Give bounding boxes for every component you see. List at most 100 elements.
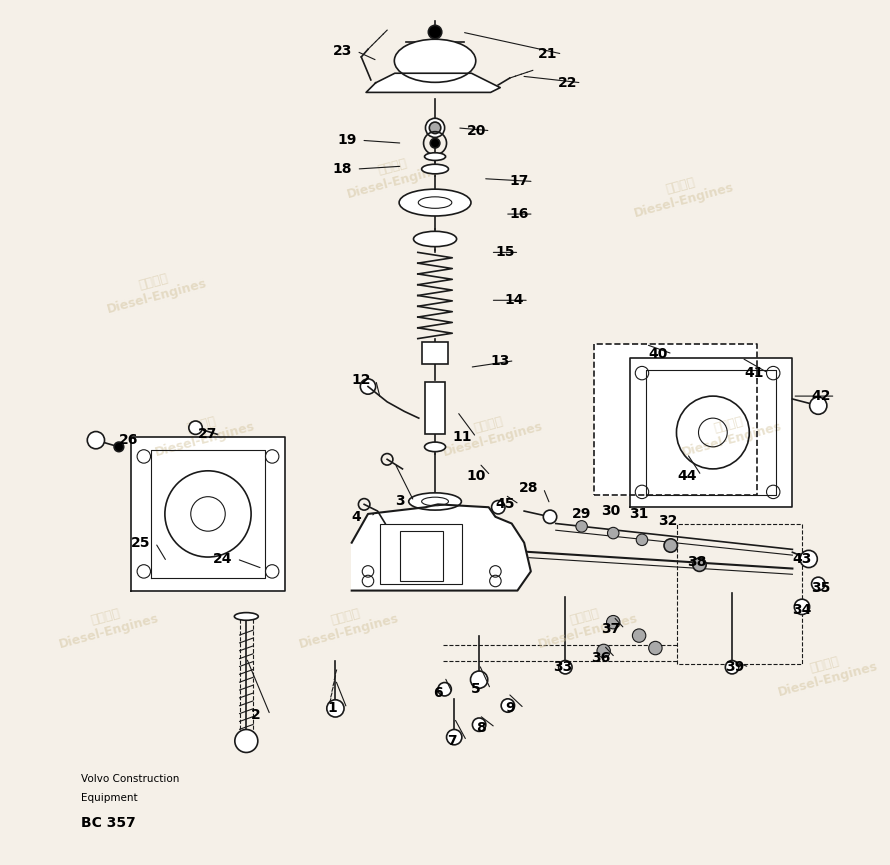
Text: 柴发动力
Diesel-Engines: 柴发动力 Diesel-Engines [773, 645, 879, 699]
Text: 柴发动力
Diesel-Engines: 柴发动力 Diesel-Engines [437, 406, 544, 459]
Text: 13: 13 [490, 354, 510, 368]
Circle shape [114, 442, 124, 452]
Text: 1: 1 [328, 702, 337, 715]
Circle shape [800, 550, 817, 567]
Text: Volvo Construction: Volvo Construction [81, 774, 179, 785]
Ellipse shape [394, 39, 476, 82]
Text: BC 357: BC 357 [81, 817, 135, 830]
Ellipse shape [425, 442, 446, 452]
Text: 12: 12 [352, 373, 371, 387]
Circle shape [606, 616, 620, 629]
Ellipse shape [414, 231, 457, 247]
Text: 18: 18 [332, 162, 352, 176]
Ellipse shape [409, 493, 461, 510]
Polygon shape [352, 504, 530, 591]
Polygon shape [132, 438, 285, 591]
Text: 17: 17 [510, 175, 529, 189]
Text: 20: 20 [466, 124, 486, 138]
Text: 4: 4 [352, 509, 361, 524]
Circle shape [810, 397, 827, 414]
Circle shape [471, 671, 488, 689]
Circle shape [87, 432, 104, 449]
Text: 14: 14 [505, 293, 524, 307]
Circle shape [501, 699, 514, 712]
Text: 37: 37 [601, 622, 620, 636]
Text: 35: 35 [812, 580, 831, 595]
Circle shape [491, 501, 505, 514]
Text: 柴发动力
Diesel-Engines: 柴发动力 Diesel-Engines [150, 406, 256, 459]
Text: 16: 16 [510, 207, 529, 221]
Ellipse shape [425, 153, 446, 160]
Text: 34: 34 [792, 603, 812, 617]
Text: 7: 7 [448, 734, 457, 748]
Circle shape [438, 682, 451, 696]
Polygon shape [366, 74, 500, 93]
Circle shape [794, 599, 810, 614]
Polygon shape [595, 344, 756, 495]
Text: 柴发动力
Diesel-Engines: 柴发动力 Diesel-Engines [629, 166, 736, 220]
Text: 39: 39 [725, 660, 745, 674]
Text: 2: 2 [251, 708, 261, 722]
Circle shape [543, 510, 557, 523]
Text: 27: 27 [198, 427, 218, 441]
Text: 38: 38 [687, 554, 707, 569]
Circle shape [235, 729, 258, 753]
Circle shape [633, 629, 646, 643]
Text: 32: 32 [659, 514, 677, 528]
Text: 柴发动力
Diesel-Engines: 柴发动力 Diesel-Engines [533, 597, 640, 651]
Ellipse shape [399, 189, 471, 216]
Circle shape [430, 138, 440, 148]
Text: 22: 22 [557, 76, 577, 90]
Circle shape [428, 25, 441, 39]
Circle shape [425, 119, 445, 138]
Bar [400, 531, 442, 581]
Text: 6: 6 [433, 686, 442, 700]
Text: 8: 8 [476, 721, 486, 734]
Text: 41: 41 [744, 366, 764, 380]
Circle shape [447, 729, 462, 745]
Circle shape [327, 700, 344, 717]
Text: 29: 29 [572, 507, 591, 521]
Text: 9: 9 [505, 702, 514, 715]
Ellipse shape [234, 612, 258, 620]
Circle shape [608, 528, 619, 539]
Text: 21: 21 [538, 47, 558, 61]
Circle shape [576, 521, 587, 532]
Bar [425, 381, 445, 434]
Text: 5: 5 [472, 682, 481, 696]
Circle shape [597, 644, 611, 657]
Bar [422, 343, 449, 363]
Text: 43: 43 [792, 552, 812, 566]
Circle shape [664, 539, 677, 552]
Text: 3: 3 [395, 495, 404, 509]
Circle shape [360, 379, 376, 394]
Text: 柴发动力
Diesel-Engines: 柴发动力 Diesel-Engines [294, 597, 400, 651]
Text: 柴发动力
Diesel-Engines: 柴发动力 Diesel-Engines [54, 597, 161, 651]
Circle shape [725, 661, 739, 674]
Text: 柴发动力
Diesel-Engines: 柴发动力 Diesel-Engines [676, 406, 783, 459]
Polygon shape [629, 358, 792, 507]
Text: 42: 42 [812, 389, 831, 403]
Text: 36: 36 [591, 650, 611, 664]
Text: 24: 24 [213, 552, 232, 566]
Circle shape [692, 558, 706, 572]
Text: 10: 10 [466, 469, 486, 483]
Text: 15: 15 [495, 246, 514, 260]
Text: 26: 26 [118, 433, 138, 447]
Circle shape [812, 577, 825, 591]
Text: 33: 33 [553, 660, 572, 674]
Circle shape [649, 641, 662, 655]
Text: 31: 31 [629, 507, 649, 521]
Text: 柴发动力
Diesel-Engines: 柴发动力 Diesel-Engines [342, 147, 449, 201]
Bar [380, 524, 462, 584]
Text: 23: 23 [333, 44, 352, 58]
Ellipse shape [422, 164, 449, 174]
Circle shape [473, 718, 486, 732]
Text: 44: 44 [677, 469, 697, 483]
Text: 40: 40 [649, 347, 668, 361]
Circle shape [189, 421, 202, 434]
Text: 25: 25 [131, 535, 150, 549]
Circle shape [559, 661, 572, 674]
Text: 柴发动力
Diesel-Engines: 柴发动力 Diesel-Engines [101, 262, 209, 316]
Circle shape [636, 534, 648, 546]
